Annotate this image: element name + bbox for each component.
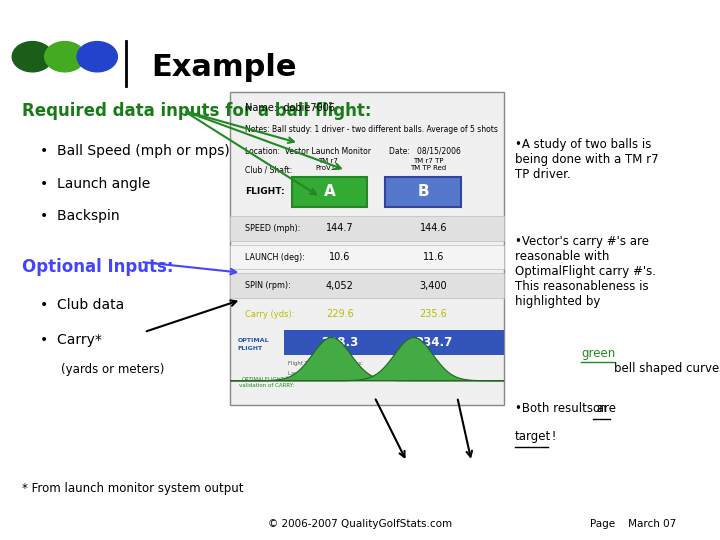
Text: 229.6: 229.6 (326, 309, 354, 319)
Text: 4,052: 4,052 (326, 281, 354, 291)
Text: •  Backspin: • Backspin (40, 209, 120, 223)
Text: (yards or meters): (yards or meters) (61, 363, 165, 376)
Circle shape (77, 42, 117, 72)
FancyBboxPatch shape (230, 92, 504, 405)
Text: 144.7: 144.7 (326, 224, 354, 233)
Text: Club / Shaft:: Club / Shaft: (245, 166, 292, 174)
Text: •Both results are: •Both results are (515, 402, 619, 415)
Text: 235.6: 235.6 (420, 309, 447, 319)
Polygon shape (230, 338, 504, 381)
Text: 234.7: 234.7 (415, 336, 452, 349)
Text: •  Club data: • Club data (40, 298, 124, 312)
Text: •Vector's carry #'s are
reasonable with
OptimalFlight carry #'s.
This reasonable: •Vector's carry #'s are reasonable with … (515, 235, 656, 308)
Text: TM r7 TP
TM TP Red: TM r7 TP TM TP Red (410, 158, 446, 171)
FancyBboxPatch shape (292, 177, 367, 207)
Text: •A study of two balls is
being done with a TM r7
TP driver.: •A study of two balls is being done with… (515, 138, 658, 181)
FancyBboxPatch shape (230, 273, 504, 298)
Text: Notes: Ball study: 1 driver - two different balls. Average of 5 shots: Notes: Ball study: 1 driver - two differ… (245, 125, 498, 134)
FancyBboxPatch shape (230, 216, 504, 241)
Text: •  Carry*: • Carry* (40, 333, 102, 347)
Text: Example: Example (151, 53, 297, 82)
Text: Location:  Vector Launch Monitor: Location: Vector Launch Monitor (245, 147, 371, 156)
Text: * From launch monitor system output: * From launch monitor system output (22, 482, 243, 495)
Text: TM r7
ProV1x: TM r7 ProV1x (315, 158, 340, 171)
Text: 10.6: 10.6 (329, 252, 351, 262)
Text: FLIGHT:: FLIGHT: (245, 187, 284, 196)
Text: Landing Angle, Roll, Apex:: Landing Angle, Roll, Apex: (288, 370, 357, 376)
FancyBboxPatch shape (230, 245, 504, 269)
Text: Optional Inputs:: Optional Inputs: (22, 258, 173, 276)
Text: Flight Time, Wind, Altitudes:: Flight Time, Wind, Altitudes: (288, 361, 363, 366)
Text: 228.3: 228.3 (321, 336, 359, 349)
Text: Page    March 07: Page March 07 (590, 519, 677, 529)
Text: A: A (324, 184, 336, 199)
Circle shape (45, 42, 85, 72)
Text: Name:  dobie7006: Name: dobie7006 (245, 103, 335, 113)
Text: © 2006-2007 QualityGolfStats.com: © 2006-2007 QualityGolfStats.com (268, 519, 452, 529)
Text: 144.6: 144.6 (420, 224, 447, 233)
Polygon shape (230, 338, 504, 381)
Text: 11.6: 11.6 (423, 252, 444, 262)
Text: OPTIMAL: OPTIMAL (238, 338, 269, 343)
Text: Carry (yds):: Carry (yds): (245, 310, 294, 319)
Text: Required data inputs for a ball flight:: Required data inputs for a ball flight: (22, 102, 371, 120)
Text: green: green (581, 347, 616, 360)
Text: OPTIMALFLIGHT®
validation of CARRY:: OPTIMALFLIGHT® validation of CARRY: (239, 377, 294, 388)
Text: LAUNCH (deg):: LAUNCH (deg): (245, 253, 305, 261)
Text: !: ! (548, 430, 557, 443)
Text: Date:   08/15/2006: Date: 08/15/2006 (389, 147, 461, 156)
Text: FLIGHT: FLIGHT (238, 346, 263, 351)
Text: SPEED (mph):: SPEED (mph): (245, 224, 300, 233)
Text: •  Launch angle: • Launch angle (40, 177, 150, 191)
FancyBboxPatch shape (385, 177, 461, 207)
FancyBboxPatch shape (284, 330, 504, 355)
Text: bell shaped curves.: bell shaped curves. (614, 347, 720, 375)
Text: target: target (515, 430, 551, 443)
Text: •  Ball Speed (mph or mps): • Ball Speed (mph or mps) (40, 144, 230, 158)
Text: 3,400: 3,400 (420, 281, 447, 291)
Text: B: B (418, 184, 429, 199)
Circle shape (12, 42, 53, 72)
Text: on: on (593, 402, 607, 415)
Text: SPIN (rpm):: SPIN (rpm): (245, 281, 291, 290)
